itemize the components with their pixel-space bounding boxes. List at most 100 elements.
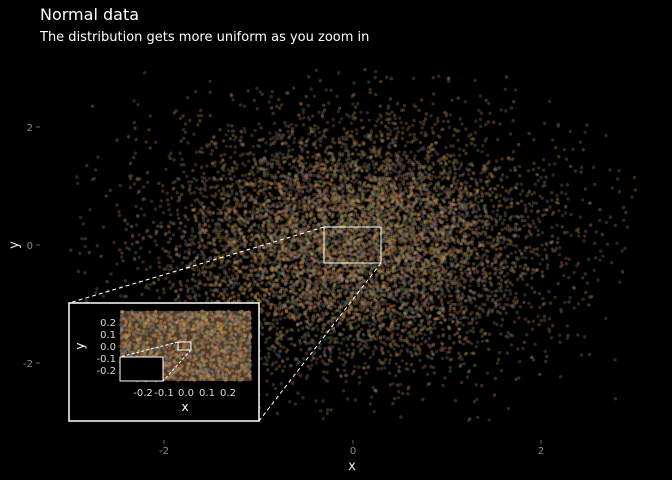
scatter-point — [345, 336, 349, 340]
scatter-point — [491, 204, 496, 208]
scatter-point — [317, 153, 321, 157]
scatter-point — [437, 74, 441, 79]
scatter-point — [311, 245, 315, 249]
scatter-point — [247, 159, 251, 163]
scatter-point — [246, 235, 250, 239]
scatter-point — [374, 246, 378, 251]
scatter-point — [176, 199, 180, 203]
scatter-point — [189, 180, 194, 184]
scatter-point — [193, 207, 197, 211]
scatter-point — [548, 99, 552, 104]
scatter-point — [409, 183, 414, 187]
scatter-point — [431, 92, 436, 96]
scatter-point — [371, 315, 376, 319]
scatter-point — [346, 197, 350, 201]
scatter-point — [238, 103, 243, 107]
scatter-point — [301, 165, 306, 169]
scatter-point — [221, 253, 225, 257]
scatter-point — [266, 313, 270, 318]
scatter-point — [159, 199, 163, 203]
scatter-point — [296, 113, 301, 117]
scatter-point — [238, 189, 243, 193]
scatter-point — [246, 176, 251, 180]
scatter-point — [474, 316, 478, 320]
scatter-point — [536, 178, 541, 183]
scatter-point — [487, 222, 491, 226]
scatter-point — [429, 114, 433, 118]
scatter-point — [505, 205, 509, 210]
scatter-point — [304, 167, 309, 171]
scatter-point — [289, 279, 294, 283]
scatter-point — [446, 195, 450, 199]
scatter-point — [350, 342, 354, 346]
scatter-point — [471, 326, 475, 330]
scatter-point — [325, 272, 330, 277]
scatter-point — [443, 376, 447, 380]
scatter-point — [431, 161, 435, 165]
scatter-point — [519, 214, 523, 218]
scatter-point — [460, 304, 465, 309]
scatter-point — [572, 270, 576, 275]
scatter-point — [458, 309, 462, 313]
scatter-point — [597, 218, 602, 223]
scatter-point — [514, 301, 519, 305]
scatter-point — [344, 252, 348, 256]
scatter-point — [350, 206, 355, 211]
scatter-point — [256, 270, 261, 275]
scatter-point — [287, 172, 291, 176]
scatter-point — [293, 207, 297, 211]
scatter-point — [405, 262, 409, 266]
scatter-point — [415, 192, 419, 196]
scatter-point — [512, 100, 516, 104]
scatter-point — [373, 170, 378, 174]
scatter-point — [338, 374, 343, 378]
scatter-point — [308, 242, 312, 246]
scatter-point — [521, 271, 526, 275]
scatter-point — [314, 291, 318, 295]
scatter-point — [379, 345, 384, 350]
scatter-point — [244, 265, 248, 270]
scatter-point — [123, 219, 127, 223]
scatter-point — [503, 245, 507, 249]
scatter-point — [308, 221, 312, 225]
scatter-point — [371, 159, 375, 164]
scatter-point — [136, 214, 140, 219]
scatter-point — [351, 194, 355, 198]
scatter-point — [278, 175, 283, 179]
scatter-point — [452, 248, 456, 253]
scatter-point — [565, 336, 570, 340]
scatter-point — [151, 220, 156, 224]
scatter-point — [425, 188, 429, 192]
scatter-point — [412, 202, 417, 206]
scatter-point — [470, 351, 474, 355]
scatter-point — [499, 289, 503, 293]
scatter-point — [350, 129, 354, 134]
scatter-point — [321, 304, 326, 308]
scatter-point — [325, 408, 330, 412]
scatter-point — [329, 145, 333, 149]
scatter-point — [432, 186, 437, 190]
scatter-point — [208, 79, 212, 84]
scatter-point — [463, 180, 467, 184]
scatter-point — [350, 179, 354, 183]
scatter-point — [361, 316, 366, 321]
scatter-point — [365, 164, 369, 168]
scatter-point — [452, 218, 456, 222]
scatter-point — [338, 120, 342, 125]
scatter-point — [516, 234, 521, 239]
scatter-point — [326, 291, 330, 296]
scatter-point — [234, 192, 239, 197]
scatter-point — [157, 265, 162, 269]
scatter-point — [515, 182, 519, 186]
scatter-point — [505, 175, 509, 179]
scatter-point — [112, 240, 116, 245]
scatter-point — [485, 371, 490, 375]
scatter-point — [383, 202, 387, 206]
scatter-point — [416, 181, 420, 185]
scatter-point — [486, 264, 490, 269]
scatter-point — [311, 313, 316, 318]
scatter-point — [284, 350, 288, 354]
scatter-point — [226, 129, 231, 133]
scatter-point — [448, 365, 452, 370]
scatter-point — [148, 146, 152, 150]
